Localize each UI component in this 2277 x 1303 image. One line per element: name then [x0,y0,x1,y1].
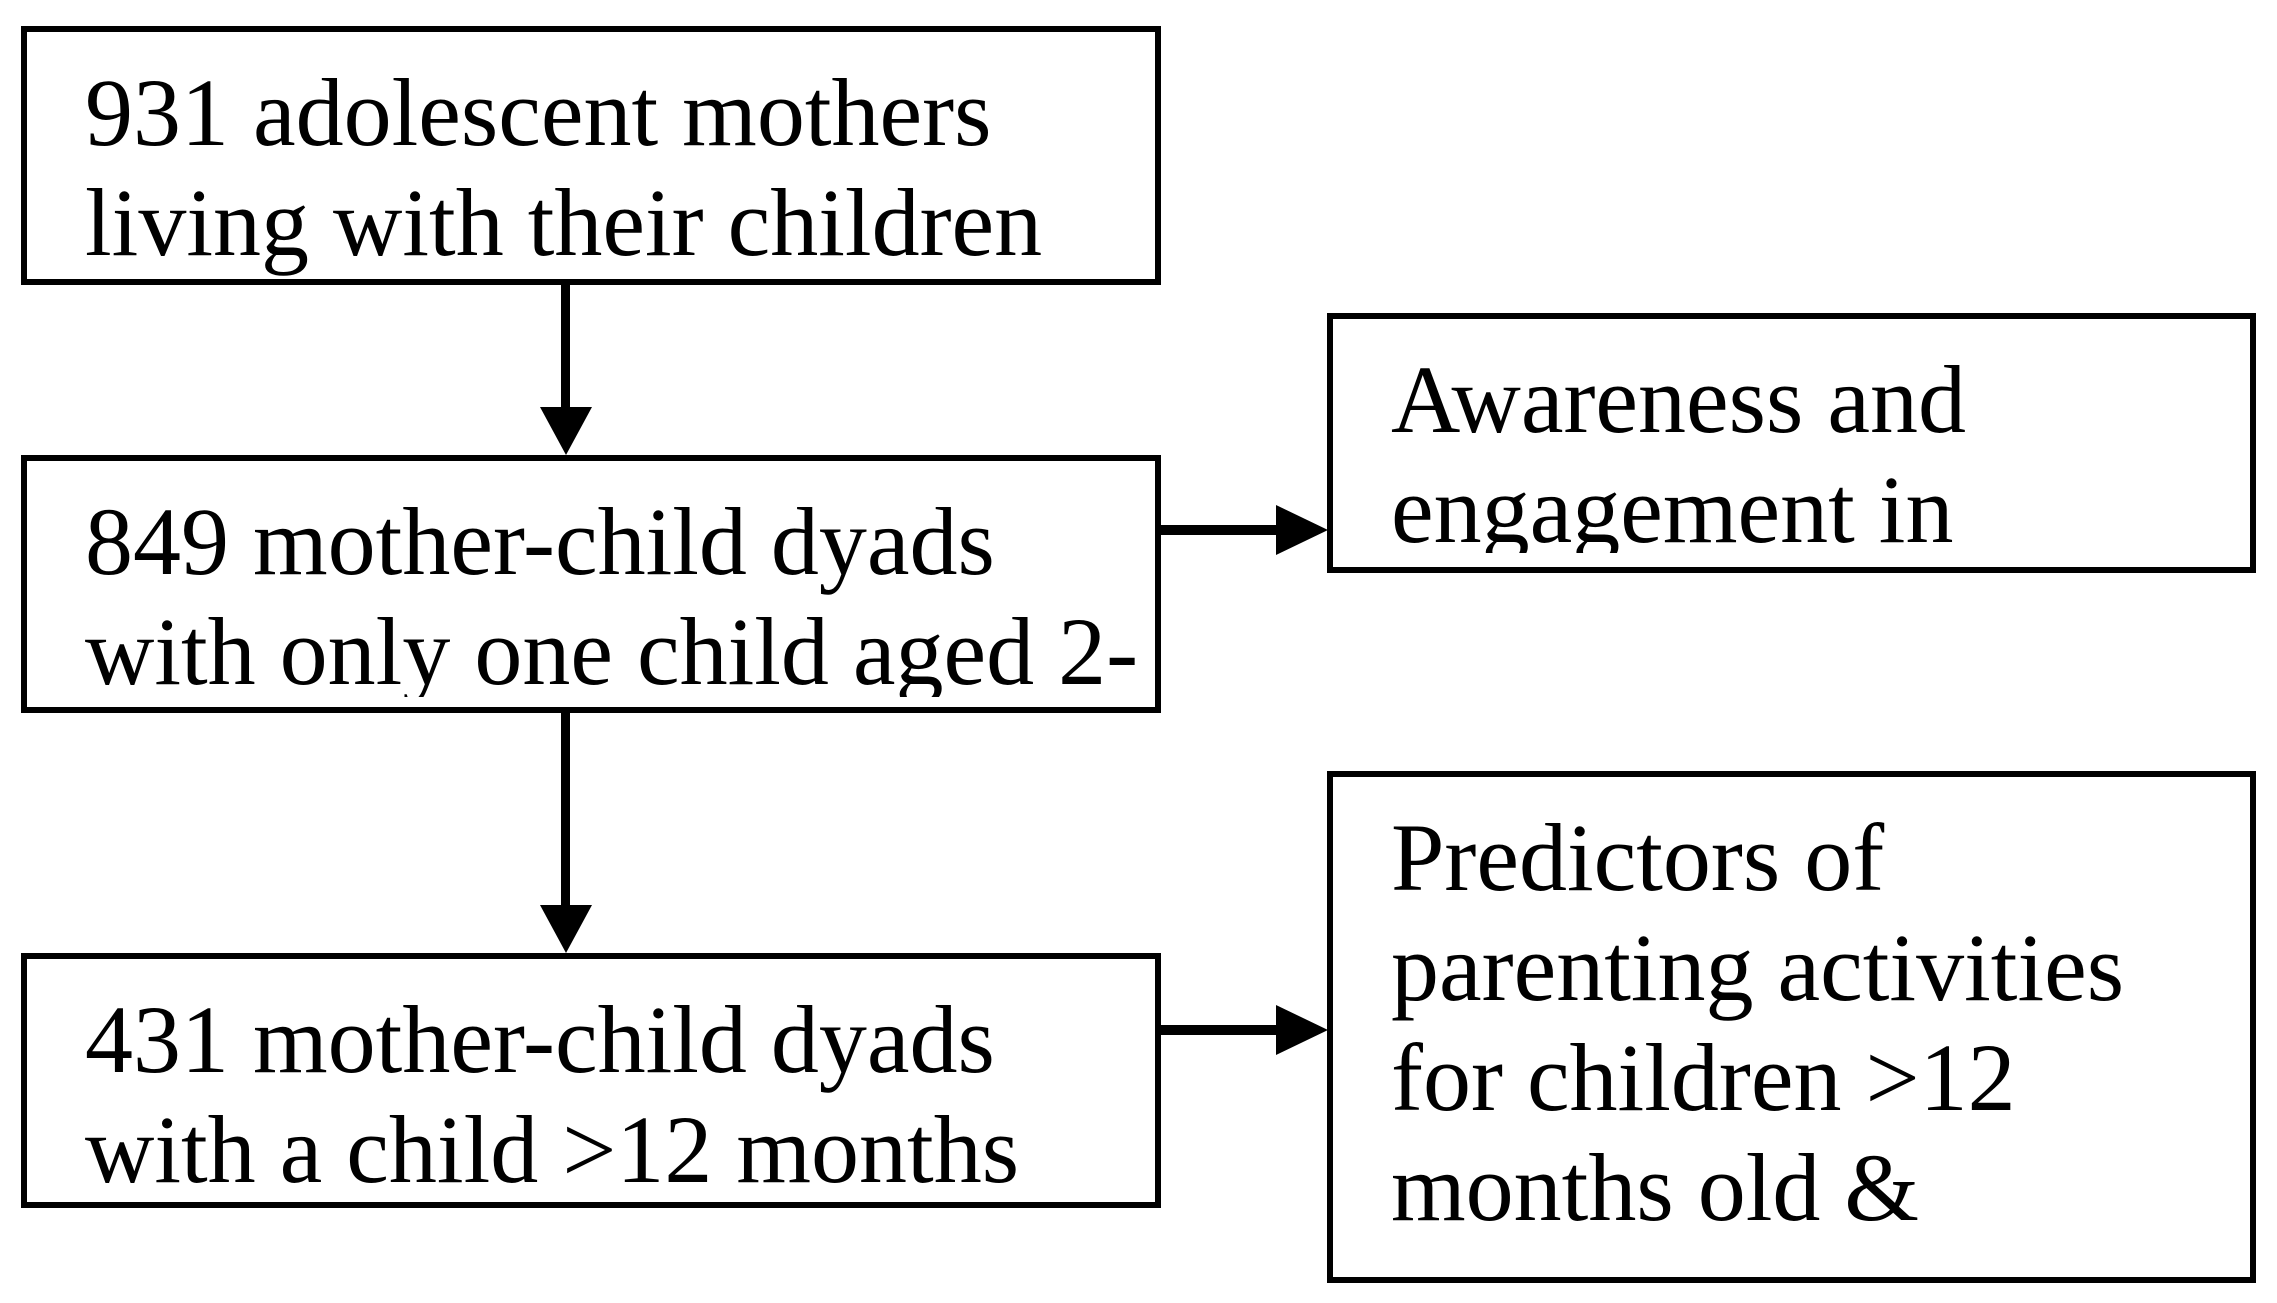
box-931-text: 931 adolescent mothers living with their… [85,58,1042,278]
box-text-line: months old & [1391,1134,1920,1241]
arrow-849-to-431-line [561,711,570,909]
arrow-431-to-predictors-head-icon [1276,1005,1328,1055]
box-awareness-text: Awareness and engagement in [1391,345,1966,553]
box-predictors-text: Predictors of parenting activities for c… [1391,803,2124,1243]
box-predictors-parenting: Predictors of parenting activities for c… [1327,771,2256,1283]
arrow-931-to-849-line [561,285,570,411]
arrow-931-to-849-head-icon [540,407,592,455]
box-text-line: Predictors of [1391,804,1885,911]
box-text-line: 431 mother-child dyads [85,986,995,1093]
box-931-adolescent-mothers: 931 adolescent mothers living with their… [21,26,1161,285]
arrow-849-to-431-head-icon [540,905,592,953]
box-431-mother-child-dyads: 431 mother-child dyads with a child >12 … [21,953,1161,1208]
box-849-text: 849 mother-child dyads with only one chi… [85,487,1138,697]
box-text-line: 931 adolescent mothers [85,59,992,166]
box-849-mother-child-dyads: 849 mother-child dyads with only one chi… [21,455,1161,713]
box-text-line: for children >12 [1391,1024,2016,1131]
box-text-line: with only one child aged 2- [85,598,1139,697]
box-431-text: 431 mother-child dyads with a child >12 … [85,985,1020,1203]
box-text-line: parenting activities [1391,914,2125,1021]
box-text-line: engagement in [1391,456,1954,553]
box-text-line: Awareness and [1391,346,1966,453]
arrow-849-to-awareness-head-icon [1276,505,1328,555]
box-text-line: living with their children [85,169,1043,276]
box-awareness-engagement: Awareness and engagement in [1327,313,2256,573]
box-text-line: 849 mother-child dyads [85,488,995,595]
box-text-line: with a child >12 months [85,1096,1020,1203]
arrow-849-to-awareness-line [1158,525,1280,535]
arrow-431-to-predictors-line [1158,1025,1280,1035]
